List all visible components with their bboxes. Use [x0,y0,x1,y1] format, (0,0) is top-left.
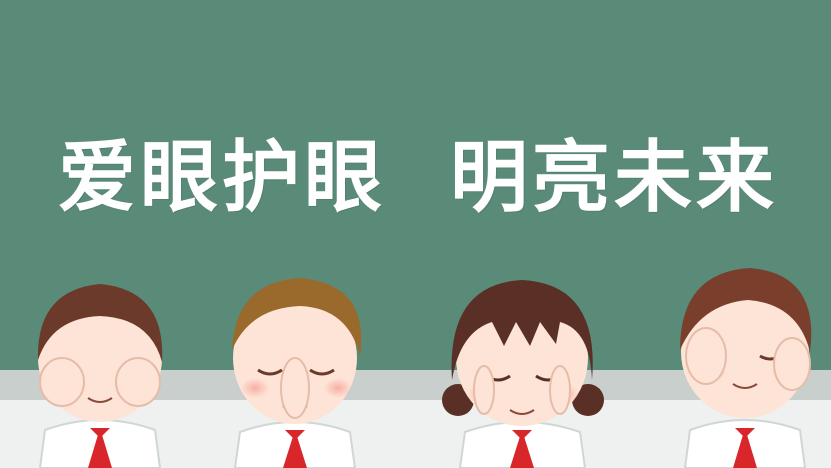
child-boy-3 [680,268,812,468]
slogan-right: 明亮未来 [450,132,779,223]
child-boy-1 [37,284,163,468]
child-girl [442,280,604,468]
children-illustration [37,268,812,468]
child-boy-2 [232,278,362,468]
slogan-left: 爱眼护眼 [58,132,387,223]
slogan: 爱眼护眼 明亮未来 [0,128,831,228]
